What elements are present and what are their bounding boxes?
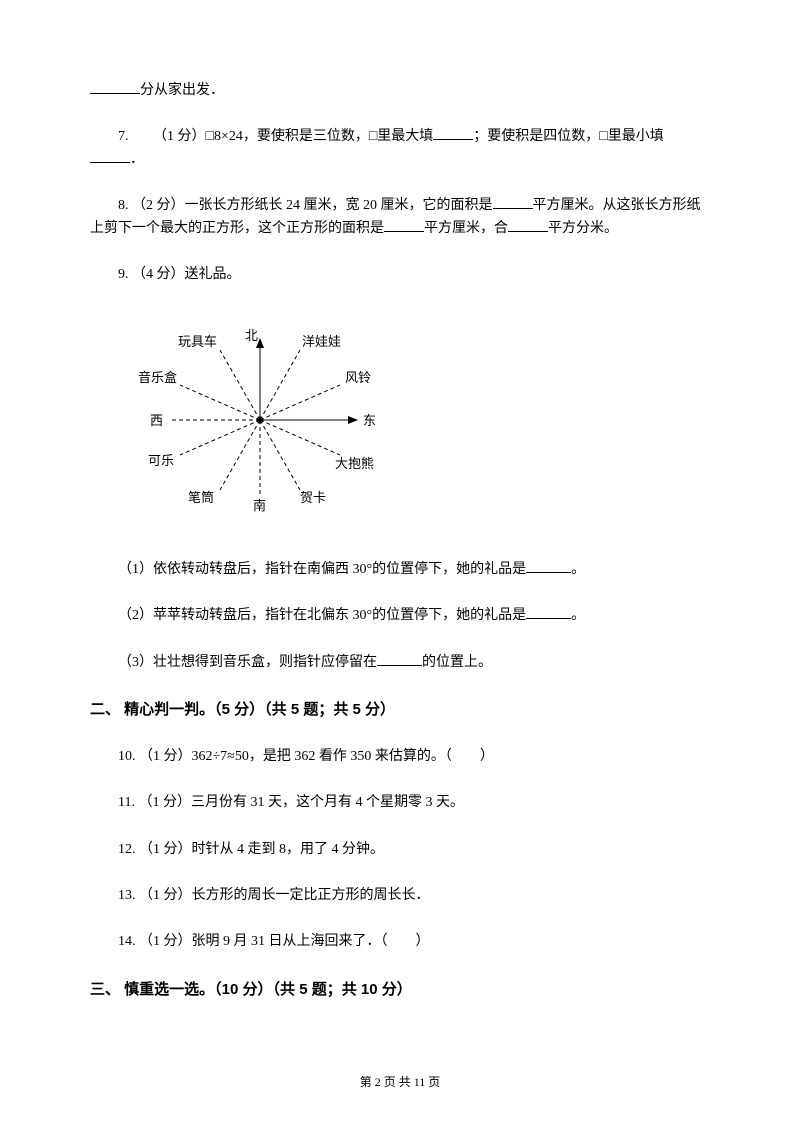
q9-title: 9. （4 分）送礼品。 <box>90 264 710 286</box>
q12: 12. （1 分）时针从 4 走到 8，用了 4 分钟。 <box>90 839 710 861</box>
q9-2: （2）苹苹转动转盘后，指针在北偏东 30°的位置停下，她的礼品是 。 <box>90 605 710 627</box>
q6-tail: 分从家出发． <box>90 80 710 102</box>
q9-2-prefix: （2）苹苹转动转盘后，指针在北偏东 30°的位置停下，她的礼品是 <box>118 608 526 623</box>
label-wnw: 音乐盒 <box>138 370 177 385</box>
label-north: 北 <box>245 328 258 343</box>
blank-q8b <box>384 218 424 232</box>
blank-q9-2 <box>526 605 571 619</box>
compass-diagram: 北 南 东 西 玩具车 洋娃娃 音乐盒 风铃 可乐 大抱熊 笔筒 贺卡 <box>130 310 390 538</box>
blank-q6 <box>90 80 140 94</box>
section-2-title: 二、 精心判一判。（5 分）（共 5 题；共 5 分） <box>90 698 710 722</box>
q8: 8. （2 分）一张长方形纸长 24 厘米，宽 20 厘米，它的面积是平方厘米。… <box>90 195 710 240</box>
q13: 13. （1 分）长方形的周长一定比正方形的周长长． <box>90 885 710 907</box>
q9-3: （3）壮壮想得到音乐盒，则指针应停留在 的位置上。 <box>90 652 710 674</box>
q9-1-suffix: 。 <box>571 562 585 577</box>
q9-1: （1）依依转动转盘后，指针在南偏西 30°的位置停下，她的礼品是 。 <box>90 559 710 581</box>
q9-2-suffix: 。 <box>571 608 585 623</box>
q7-suffix: ． <box>130 152 144 167</box>
label-sw: 笔筒 <box>188 490 214 505</box>
blank-q8c <box>508 218 548 232</box>
label-ene: 风铃 <box>345 370 371 385</box>
label-ese: 大抱熊 <box>335 456 374 471</box>
label-west: 西 <box>150 413 163 428</box>
blank-q7a <box>433 126 473 140</box>
q7-prefix: 7. （1 分）□8×24，要使积是三位数，□里最大填 <box>118 129 433 144</box>
q8-mid2: 平方厘米，合 <box>424 221 508 236</box>
q10: 10. （1 分）362÷7≈50，是把 362 看作 350 来估算的。（ ） <box>90 746 710 768</box>
blank-q9-1 <box>526 559 571 573</box>
q8-suffix: 平方分米。 <box>548 221 618 236</box>
q9-1-prefix: （1）依依转动转盘后，指针在南偏西 30°的位置停下，她的礼品是 <box>118 562 526 577</box>
q9-3-suffix: 的位置上。 <box>422 655 492 670</box>
label-south: 南 <box>253 498 266 513</box>
section-3-title: 三、 慎重选一选。（10 分）（共 5 题；共 10 分） <box>90 978 710 1002</box>
label-wsw: 可乐 <box>148 453 174 468</box>
q9-3-prefix: （3）壮壮想得到音乐盒，则指针应停留在 <box>118 655 377 670</box>
q7: 7. （1 分）□8×24，要使积是三位数，□里最大填 ；要使积是四位数，□里最小… <box>90 126 710 171</box>
label-se: 贺卡 <box>300 490 326 505</box>
blank-q9-3 <box>377 652 422 666</box>
blank-q8a <box>493 195 533 209</box>
page-footer: 第 2 页 共 11 页 <box>0 1073 800 1092</box>
label-ne: 洋娃娃 <box>302 334 341 349</box>
q7-mid: ；要使积是四位数，□里最小填 <box>473 129 663 144</box>
q14: 14. （1 分）张明 9 月 31 日从上海回来了．（ ） <box>90 931 710 953</box>
label-nw: 玩具车 <box>178 334 217 349</box>
q6-text: 分从家出发． <box>140 83 224 98</box>
q11: 11. （1 分）三月份有 31 天，这个月有 4 个星期零 3 天。 <box>90 792 710 814</box>
label-east: 东 <box>363 413 376 428</box>
blank-q7b <box>90 149 130 163</box>
q8-prefix: 8. （2 分）一张长方形纸长 24 厘米，宽 20 厘米，它的面积是 <box>118 198 493 213</box>
